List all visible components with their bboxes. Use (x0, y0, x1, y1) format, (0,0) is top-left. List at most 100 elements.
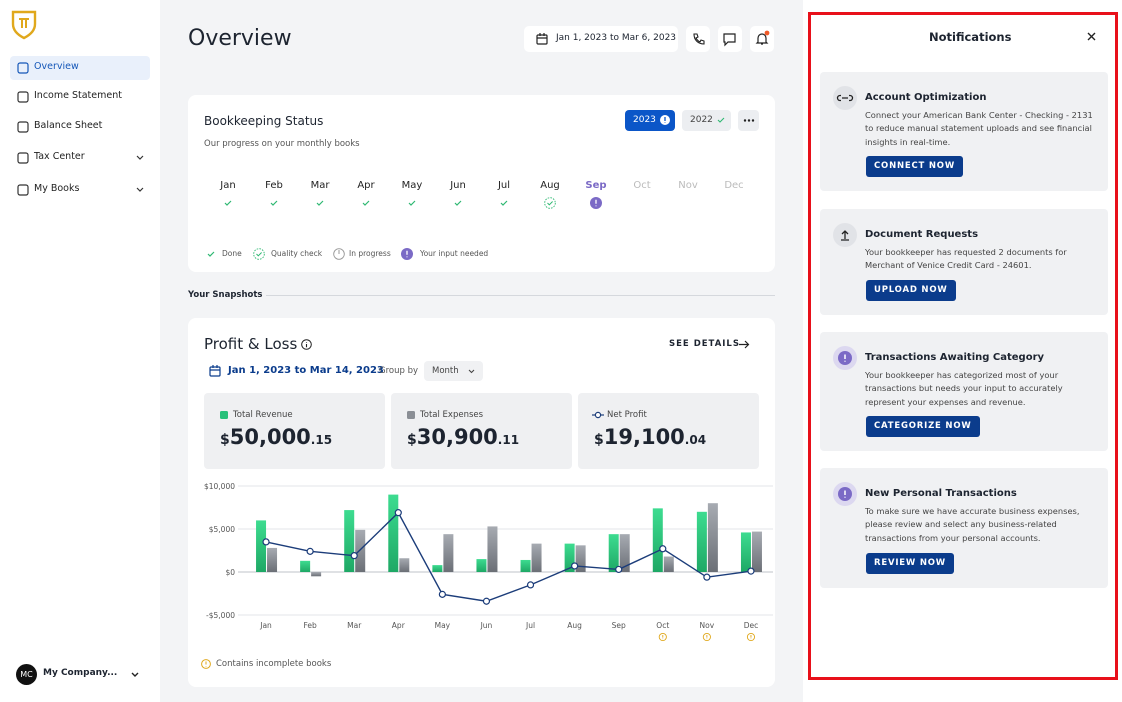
nav-chevron[interactable] (136, 187, 144, 193)
legend-icon (401, 248, 413, 260)
line-point (306, 547, 314, 555)
notification-body: To make sure we have accurate business e… (865, 506, 1080, 543)
year-pill[interactable] (625, 110, 675, 131)
notification-action[interactable]: REVIEW NOW (866, 553, 954, 574)
line-point (526, 581, 535, 589)
pnl-date-range: Jan 1, 2023 to Mar 14, 2023 (228, 365, 384, 376)
bell-icon (755, 30, 770, 45)
line-point (262, 538, 270, 546)
nav-icon[interactable] (17, 62, 29, 74)
company-name[interactable]: My Company... (43, 668, 118, 678)
notification-icon (833, 223, 857, 247)
month-status-icon (408, 200, 416, 206)
bar (575, 545, 586, 572)
year-status-icon (660, 115, 670, 125)
nav-item[interactable]: Tax Center (34, 151, 85, 162)
bar (388, 494, 399, 572)
incomplete-icon (702, 632, 711, 642)
x-tick-label: Jun (480, 621, 493, 630)
phone-button[interactable] (686, 26, 710, 52)
snapshots-divider (266, 295, 775, 296)
nav-icon[interactable] (17, 184, 29, 196)
nav-item[interactable]: Balance Sheet (34, 120, 103, 131)
notification-icon (833, 346, 857, 370)
nav-icon[interactable] (17, 91, 29, 103)
pnl-chart: -$5,000 $0 $5,000 $10,000 Jan Feb Mar Apr May Jun… (204, 482, 773, 642)
x-tick-label: Sep (612, 621, 626, 630)
summary-label: Total Expenses (420, 410, 484, 420)
date-range-button[interactable] (524, 26, 678, 52)
nav-item[interactable]: Overview (34, 61, 79, 72)
notification-action[interactable]: CONNECT NOW (866, 156, 964, 177)
summary-amount: $30,900.11 (407, 425, 519, 449)
x-tick-label: Mar (347, 621, 362, 630)
bar (696, 511, 707, 572)
month-label: Oct (633, 180, 651, 191)
amount-cents: .11 (497, 433, 520, 447)
year-status-icon (717, 117, 725, 123)
amount-whole: 50,000 (229, 425, 311, 449)
nav-icon[interactable] (17, 152, 29, 164)
month-status-icon (454, 200, 462, 206)
legend-label: Done (222, 249, 242, 258)
month-status-icon (362, 200, 370, 206)
bell-button[interactable] (750, 26, 774, 52)
chat-icon (723, 33, 736, 47)
notification-title: New Personal Transactions (865, 488, 1017, 499)
line-point (703, 573, 711, 581)
notification-body: Your bookkeeper has categorized most of … (865, 370, 1063, 407)
nav-item[interactable]: My Books (34, 183, 80, 194)
nav-icon[interactable] (17, 121, 29, 133)
bookkeeping-card (188, 95, 775, 272)
incomplete-icon (658, 632, 667, 642)
notification-action[interactable]: CATEGORIZE NOW (866, 416, 980, 437)
icon-ring (702, 632, 711, 642)
line-point (394, 509, 402, 517)
legend-label: In progress (349, 249, 391, 258)
snapshots-title: Your Snapshots (188, 290, 263, 300)
month-status-icon (224, 200, 232, 206)
bar (443, 534, 454, 572)
x-tick-label: Jul (525, 621, 535, 630)
month-label: Jul (497, 180, 511, 191)
notification-action[interactable]: UPLOAD NOW (866, 280, 956, 301)
month-label: Aug (540, 180, 560, 191)
bar (707, 503, 718, 572)
summary-icon (220, 411, 228, 419)
chat-button[interactable] (718, 26, 742, 52)
notification-body: Your bookkeeper has requested 2 document… (865, 247, 1067, 271)
bar (256, 520, 267, 572)
month-label: Jan (220, 180, 236, 191)
legend-icon (207, 251, 215, 257)
company-chevron[interactable] (131, 672, 139, 678)
line-point (659, 545, 667, 553)
line-point (482, 597, 491, 605)
x-tick-label: Jan (259, 621, 272, 630)
summary-icon (407, 411, 415, 419)
bar (355, 529, 366, 572)
company-avatar[interactable]: MC (16, 664, 37, 685)
summary-card (391, 393, 572, 469)
year-label: 2022 (690, 115, 713, 125)
year-pill[interactable] (682, 110, 731, 131)
bar (487, 526, 498, 572)
nav-chevron[interactable] (136, 155, 144, 161)
notification-title: Document Requests (865, 229, 979, 240)
group-by-label: Group by (379, 366, 419, 376)
notification-icon (833, 482, 857, 506)
see-details[interactable]: SEE DETAILS (669, 339, 740, 349)
legend-icon (253, 248, 265, 260)
nav-active-bg (10, 56, 150, 80)
group-by-dropdown[interactable] (424, 361, 483, 381)
legend-icon (333, 248, 345, 260)
notification-title: Account Optimization (865, 92, 987, 103)
more-icon (743, 119, 755, 122)
arrow-icon (739, 340, 750, 349)
x-tick-label: Nov (700, 621, 715, 630)
close-icon[interactable] (1087, 32, 1096, 41)
bar (432, 565, 443, 572)
amount-cents: .15 (310, 433, 333, 447)
summary-amount: $19,100.04 (594, 425, 706, 449)
notification-icon (833, 86, 857, 110)
nav-item[interactable]: Income Statement (34, 90, 122, 101)
